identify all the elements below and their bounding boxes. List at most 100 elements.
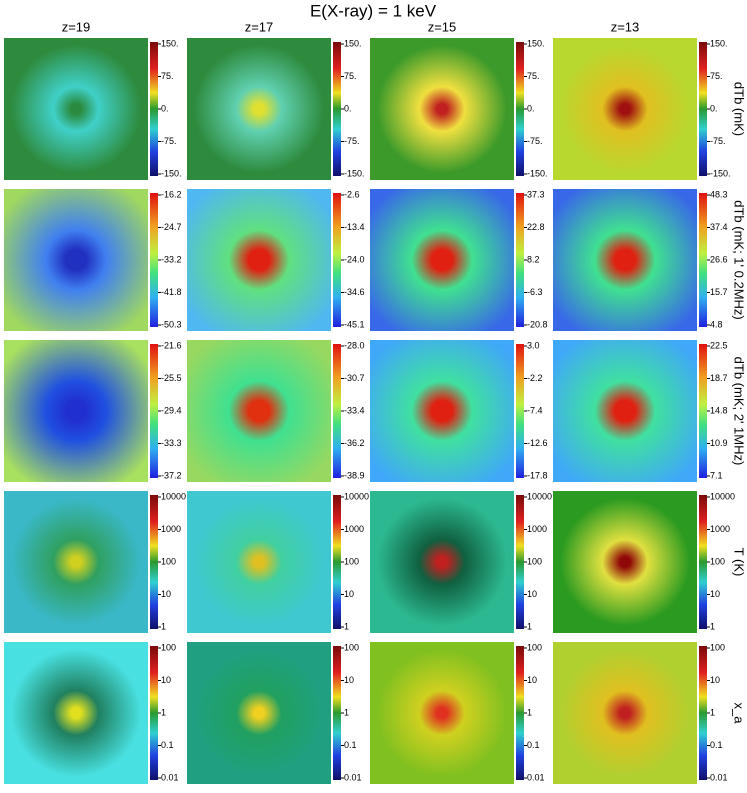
colorbar-tick-label: 0. xyxy=(710,103,718,113)
colorbar-tick-label: -29.4 xyxy=(161,405,182,415)
colorbar-tick-label: 150. xyxy=(161,38,179,48)
colorbar-tick-label: 10000 xyxy=(344,491,369,501)
colorbar-tick-label: 22.5 xyxy=(710,340,728,350)
colorbar-tick-label: 22.8 xyxy=(527,222,545,232)
colorbar-tick-label: -37.2 xyxy=(161,470,182,480)
colorbar xyxy=(150,344,158,478)
colorbar-tick-label: -36.2 xyxy=(344,438,365,448)
colorbar-tick-label: 1 xyxy=(344,707,349,717)
colorbar xyxy=(699,344,707,478)
colorbar-tick-label: 0.01 xyxy=(161,772,179,782)
map-glow xyxy=(187,642,331,784)
map-glow xyxy=(4,189,148,331)
colorbar-tick-label: 14.8 xyxy=(710,405,728,415)
colorbar-tick-label: 0.1 xyxy=(527,740,540,750)
column-label: z=17 xyxy=(245,19,274,34)
colorbar-tick-label: 0.01 xyxy=(710,772,728,782)
colorbar-tick-label: 150. xyxy=(344,38,362,48)
map-glow xyxy=(187,491,331,633)
colorbar-tick-label: 10 xyxy=(527,675,537,685)
column-label: z=15 xyxy=(428,19,457,34)
colorbar-tick-label: 100 xyxy=(344,642,359,652)
colorbar-tick-label: -75. xyxy=(527,136,543,146)
map-glow xyxy=(553,340,697,482)
colorbar-tick-label: 0. xyxy=(161,103,169,113)
colorbar-tick-label: 10.9 xyxy=(710,438,728,448)
figure-title: E(X-ray) = 1 keV xyxy=(310,1,437,20)
map-glow xyxy=(370,189,514,331)
colorbar-tick-label: 0. xyxy=(527,103,535,113)
colorbar-tick-label: 10 xyxy=(710,675,720,685)
colorbar-tick-label: -17.8 xyxy=(527,470,548,480)
colorbar-tick-label: 75. xyxy=(161,71,174,81)
colorbar xyxy=(516,193,524,327)
colorbar-tick-label: 7.1 xyxy=(710,470,723,480)
colorbar-tick-label: 48.3 xyxy=(710,189,728,199)
colorbar-tick-label: 100 xyxy=(527,556,542,566)
map-glow xyxy=(370,491,514,633)
colorbar-tick-label: 100 xyxy=(344,556,359,566)
colorbar-tick-label: -50.3 xyxy=(161,319,182,329)
colorbar-tick-label: -75. xyxy=(344,136,360,146)
colorbar-tick-label: -75. xyxy=(710,136,726,146)
colorbar-tick-label: 26.6 xyxy=(710,254,728,264)
colorbar-tick-label: 0.1 xyxy=(344,740,357,750)
map-glow xyxy=(187,189,331,331)
colorbar-tick-label: -2.2 xyxy=(527,373,543,383)
colorbar-tick-label: -25.5 xyxy=(161,373,182,383)
colorbar-tick-label: 37.3 xyxy=(527,189,545,199)
map-glow xyxy=(4,491,148,633)
colorbar-tick-label: -2.6 xyxy=(344,189,360,199)
colorbar-tick-label: -150. xyxy=(344,168,365,178)
colorbar xyxy=(150,646,158,780)
colorbar-tick-label: -24.0 xyxy=(344,254,365,264)
colorbar xyxy=(699,42,707,176)
colorbar-tick-label: 0. xyxy=(344,103,352,113)
colorbar-tick-label: -33.2 xyxy=(161,254,182,264)
colorbar-tick-label: 150. xyxy=(710,38,728,48)
map-glow xyxy=(4,340,148,482)
colorbar-tick-label: 1000 xyxy=(161,524,181,534)
colorbar-tick-label: -13.4 xyxy=(344,222,365,232)
colorbar-tick-label: 1 xyxy=(710,621,715,631)
colorbar-tick-label: -150. xyxy=(710,168,731,178)
colorbar-tick-label: 0.01 xyxy=(527,772,545,782)
colorbar-tick-label: 10 xyxy=(344,675,354,685)
colorbar xyxy=(150,42,158,176)
colorbar-tick-label: 10 xyxy=(527,589,537,599)
colorbar xyxy=(333,193,341,327)
colorbar xyxy=(150,495,158,629)
colorbar-tick-label: 1 xyxy=(161,707,166,717)
colorbar xyxy=(333,42,341,176)
colorbar xyxy=(699,646,707,780)
colorbar-tick-label: -24.7 xyxy=(161,222,182,232)
colorbar-tick-label: 3.0 xyxy=(527,340,540,350)
colorbar-tick-label: 1 xyxy=(344,621,349,631)
colorbar-tick-label: 75. xyxy=(527,71,540,81)
colorbar-tick-label: 1 xyxy=(527,621,532,631)
colorbar-tick-label: 100 xyxy=(161,556,176,566)
colorbar xyxy=(516,42,524,176)
colorbar-tick-label: -16.2 xyxy=(161,189,182,199)
colorbar-tick-label: 10 xyxy=(161,589,171,599)
colorbar-tick-label: 100 xyxy=(710,556,725,566)
colorbar-tick-label: 10 xyxy=(710,589,720,599)
colorbar-tick-label: 4.8 xyxy=(710,319,723,329)
colorbar xyxy=(699,495,707,629)
colorbar-tick-label: 0.1 xyxy=(161,740,174,750)
colorbar xyxy=(516,646,524,780)
map-glow xyxy=(553,491,697,633)
colorbar-tick-label: -20.8 xyxy=(527,319,548,329)
map-glow xyxy=(370,340,514,482)
column-label: z=13 xyxy=(611,19,640,34)
map-glow xyxy=(553,189,697,331)
colorbar-tick-label: 1000 xyxy=(710,524,730,534)
row-label: dTb (mK; 2' 1MHz) xyxy=(732,357,747,466)
map-glow xyxy=(4,38,148,180)
colorbar xyxy=(516,344,524,478)
colorbar-tick-label: 75. xyxy=(710,71,723,81)
colorbar-tick-label: 8.2 xyxy=(527,254,540,264)
colorbar-tick-label: 0.01 xyxy=(344,772,362,782)
map-glow xyxy=(370,642,514,784)
